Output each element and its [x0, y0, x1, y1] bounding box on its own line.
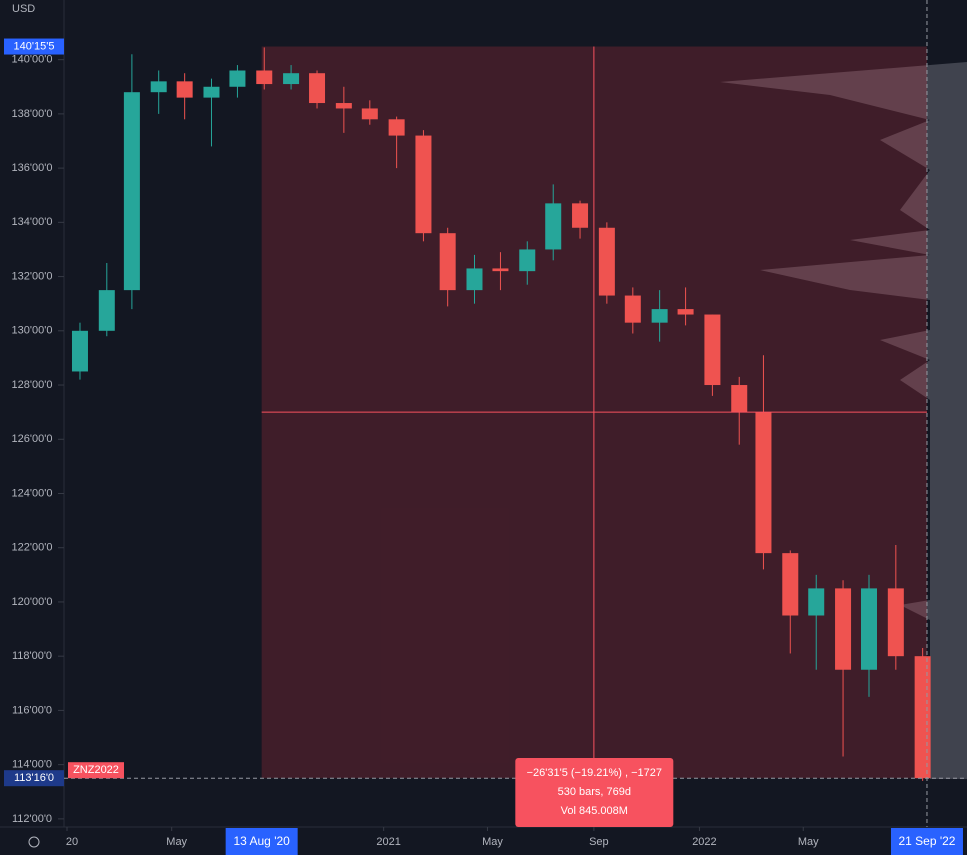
- candle-body: [572, 203, 589, 228]
- price-badge: [4, 38, 64, 55]
- price-badge-label: 140'15'5: [14, 40, 55, 52]
- y-tick-label: 124'00'0: [12, 487, 53, 499]
- date-badge: [890, 828, 963, 855]
- candle-body: [466, 268, 483, 291]
- candle-body: [150, 81, 167, 93]
- currency[interactable]: USD: [12, 3, 35, 15]
- date-badge-label: 13 Aug '20: [233, 834, 290, 848]
- candle-body: [887, 588, 904, 657]
- candle-body: [492, 268, 509, 272]
- symbol-label: ZNZ2022: [73, 764, 119, 776]
- candle-body: [651, 309, 668, 323]
- candle-body: [98, 290, 115, 331]
- x-tick-label: Sep: [589, 836, 609, 848]
- candle-body: [361, 108, 378, 120]
- candle-body: [335, 103, 352, 109]
- candle-body: [624, 295, 641, 323]
- x-tick-label: 2021: [376, 836, 400, 848]
- candle-body: [309, 73, 326, 104]
- candle-body: [835, 588, 852, 670]
- candle-body: [229, 70, 246, 87]
- candle-body: [731, 385, 748, 413]
- y-tick-label: 136'00'0: [12, 162, 53, 174]
- candle-body: [71, 330, 88, 372]
- candle-body: [415, 135, 432, 234]
- x-tick-label: 2022: [692, 836, 716, 848]
- candle-body: [677, 309, 694, 315]
- measure-stat: −26'31'5 (−19.21%) , −1727: [527, 767, 662, 779]
- candle-body: [256, 70, 273, 85]
- date-badge-label: 21 Sep '22: [898, 834, 955, 848]
- date-badge: [225, 828, 298, 855]
- y-tick-label: 112'00'0: [12, 813, 52, 825]
- price-badge: [4, 770, 64, 787]
- y-tick-label: 138'00'0: [12, 108, 53, 120]
- candle-body: [704, 314, 721, 386]
- x-tick-label: May: [798, 836, 819, 848]
- candle-body: [755, 412, 772, 554]
- x-tick-label: May: [166, 836, 187, 848]
- measure-stat: Vol 845.008M: [561, 805, 628, 817]
- candle-body: [545, 203, 562, 250]
- y-tick-label: 120'00'0: [12, 596, 53, 608]
- x-tick-label: May: [482, 836, 503, 848]
- y-tick-label: 132'00'0: [12, 270, 53, 282]
- candle-body: [519, 249, 536, 272]
- y-tick-label: 126'00'0: [12, 433, 53, 445]
- y-tick-label: 128'00'0: [12, 379, 53, 391]
- y-tick-label: 134'00'0: [12, 216, 53, 228]
- y-tick-label: 122'00'0: [12, 542, 53, 554]
- candle-body: [439, 233, 456, 291]
- volume-profile: [720, 62, 967, 779]
- measure-box: [515, 758, 674, 827]
- candle-body: [914, 656, 931, 779]
- measure-stat: 530 bars, 769d: [558, 786, 631, 798]
- candle-body: [203, 86, 220, 98]
- y-tick-label: 116'00'0: [12, 704, 52, 716]
- candle-body: [388, 119, 405, 136]
- y-tick-label: 114'00'0: [12, 759, 52, 771]
- candle-body: [598, 227, 615, 296]
- candle-body: [283, 73, 300, 85]
- candle-body: [861, 588, 878, 670]
- candle-body: [808, 588, 825, 616]
- price-badge-label: 113'16'0: [14, 772, 54, 784]
- candle-body: [176, 81, 193, 98]
- y-tick-label: 118'00'0: [12, 650, 52, 662]
- settings-icon[interactable]: [28, 836, 40, 848]
- x-tick-label: 20: [66, 836, 78, 848]
- symbol-tag: [68, 762, 124, 779]
- candle-body: [782, 553, 799, 616]
- candle-body: [123, 92, 140, 291]
- y-tick-label: 140'00'0: [12, 54, 53, 66]
- y-tick-label: 130'00'0: [12, 325, 53, 337]
